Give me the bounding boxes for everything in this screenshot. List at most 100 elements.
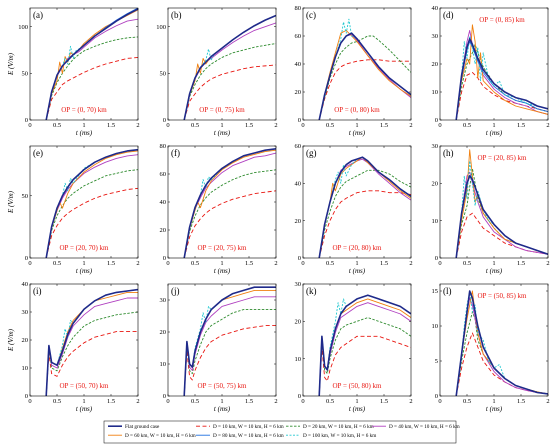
series-line-0 <box>183 148 276 258</box>
series-line-6 <box>45 289 138 396</box>
panel-a: 0 0.5 1 1.5 2 0 50 100 t (ms) E (V/m) (a) OP = (0, … <box>7 7 140 137</box>
panel-b: 0 0.5 1 1.5 2 0 50 100 t (ms) (b) OP = (0, 75) km <box>156 7 278 137</box>
y-tick-label: 40 <box>22 281 29 288</box>
series-group <box>45 288 138 396</box>
panel-label: (e) <box>33 148 43 158</box>
panel-label: (k) <box>306 286 317 296</box>
axes-box <box>29 283 139 397</box>
series-line-4 <box>183 149 276 258</box>
series-group <box>455 149 548 258</box>
axes-box <box>29 145 139 259</box>
axes-box <box>439 283 549 397</box>
series-line-1 <box>183 190 276 258</box>
x-tick-label: 1.5 <box>517 122 525 129</box>
x-axis-label: t (ms) <box>214 267 231 275</box>
x-tick-label: 2 <box>546 398 549 405</box>
y-tick-label: 40 <box>160 199 167 206</box>
x-tick-label: 1 <box>220 398 223 405</box>
axes-box <box>302 7 412 121</box>
y-tick-label: 20 <box>295 218 302 225</box>
series-line-1 <box>318 59 411 120</box>
series-line-5 <box>183 15 276 120</box>
panel-label: (h) <box>443 148 454 158</box>
y-tick-label: 0 <box>163 255 166 262</box>
y-tick-label: 20 <box>432 61 439 68</box>
x-tick-label: 1 <box>220 260 223 267</box>
x-tick-label: 0.5 <box>463 398 471 405</box>
panel-label: (d) <box>443 10 454 20</box>
x-axis-label: t (ms) <box>486 129 503 137</box>
y-tick-label: 50 <box>160 71 167 78</box>
legend-label: D = 40 km, W = 10 km, H = 6 km <box>389 424 460 430</box>
y-tick-label: 15 <box>432 288 439 295</box>
series-line-5 <box>318 294 411 396</box>
series-line-0 <box>455 175 548 258</box>
x-tick-label: 0 <box>28 260 31 267</box>
x-axis-label: t (ms) <box>214 405 231 413</box>
series-line-3 <box>183 296 276 396</box>
y-tick-label: 10 <box>22 365 29 372</box>
y-tick-label: 0 <box>163 117 166 124</box>
series-line-5 <box>455 290 548 396</box>
x-tick-label: 0 <box>301 260 304 267</box>
series-line-3 <box>183 152 276 258</box>
op-label: OP = (20, 85) km <box>478 154 528 162</box>
y-tick-label: 100 <box>156 24 166 31</box>
x-tick-label: 1 <box>492 122 495 129</box>
op-label: OP = (0, 85) km <box>479 16 525 24</box>
series-group <box>183 148 276 258</box>
series-line-0 <box>183 14 276 120</box>
axes-box <box>167 7 277 121</box>
y-tick-label: 20 <box>295 89 302 96</box>
x-tick-label: 0.5 <box>326 260 334 267</box>
y-tick-label: 40 <box>432 5 439 12</box>
x-tick-label: 0.5 <box>463 260 471 267</box>
y-tick-label: 20 <box>432 181 439 188</box>
axes-box <box>167 145 277 259</box>
series-line-2 <box>45 311 138 396</box>
x-axis-label: t (ms) <box>349 267 366 275</box>
y-tick-label: 20 <box>295 319 302 326</box>
panel-label: (j) <box>171 286 180 296</box>
y-tick-label: 10 <box>432 89 439 96</box>
series-line-2 <box>318 317 411 396</box>
x-tick-label: 1 <box>220 122 223 129</box>
series-line-4 <box>318 156 411 258</box>
series-group <box>45 8 138 120</box>
y-tick-label: 0 <box>298 393 301 400</box>
y-tick-label: 0 <box>25 393 28 400</box>
op-label: OP = (0, 75) km <box>199 106 245 114</box>
y-tick-label: 30 <box>295 281 302 288</box>
axes-box <box>302 145 412 259</box>
series-line-1 <box>455 212 548 258</box>
y-tick-label: 60 <box>295 143 302 150</box>
legend-label: D = 60 km, W = 10 km, H = 6 km <box>125 433 196 439</box>
y-tick-label: 0 <box>25 117 28 124</box>
x-tick-label: 0.5 <box>53 398 61 405</box>
series-line-2 <box>318 169 411 258</box>
x-tick-label: 0 <box>28 122 31 129</box>
series-group <box>318 294 411 396</box>
y-tick-label: 20 <box>160 329 167 336</box>
x-tick-label: 0 <box>166 260 169 267</box>
panel-label: (a) <box>33 10 43 20</box>
series-line-3 <box>45 154 138 258</box>
series-line-0 <box>318 156 411 258</box>
series-group <box>183 286 276 396</box>
y-tick-label: 0 <box>435 393 438 400</box>
y-tick-label: 0 <box>298 117 301 124</box>
x-tick-label: 0 <box>301 122 304 129</box>
series-line-1 <box>455 332 548 396</box>
x-tick-label: 0.5 <box>53 122 61 129</box>
series-group <box>455 290 548 396</box>
op-label: OP = (0, 80) km <box>334 106 380 114</box>
x-tick-label: 2 <box>409 122 412 129</box>
y-tick-label: 5 <box>435 358 438 365</box>
x-axis-label: t (ms) <box>76 405 93 413</box>
series-line-6 <box>318 294 411 396</box>
